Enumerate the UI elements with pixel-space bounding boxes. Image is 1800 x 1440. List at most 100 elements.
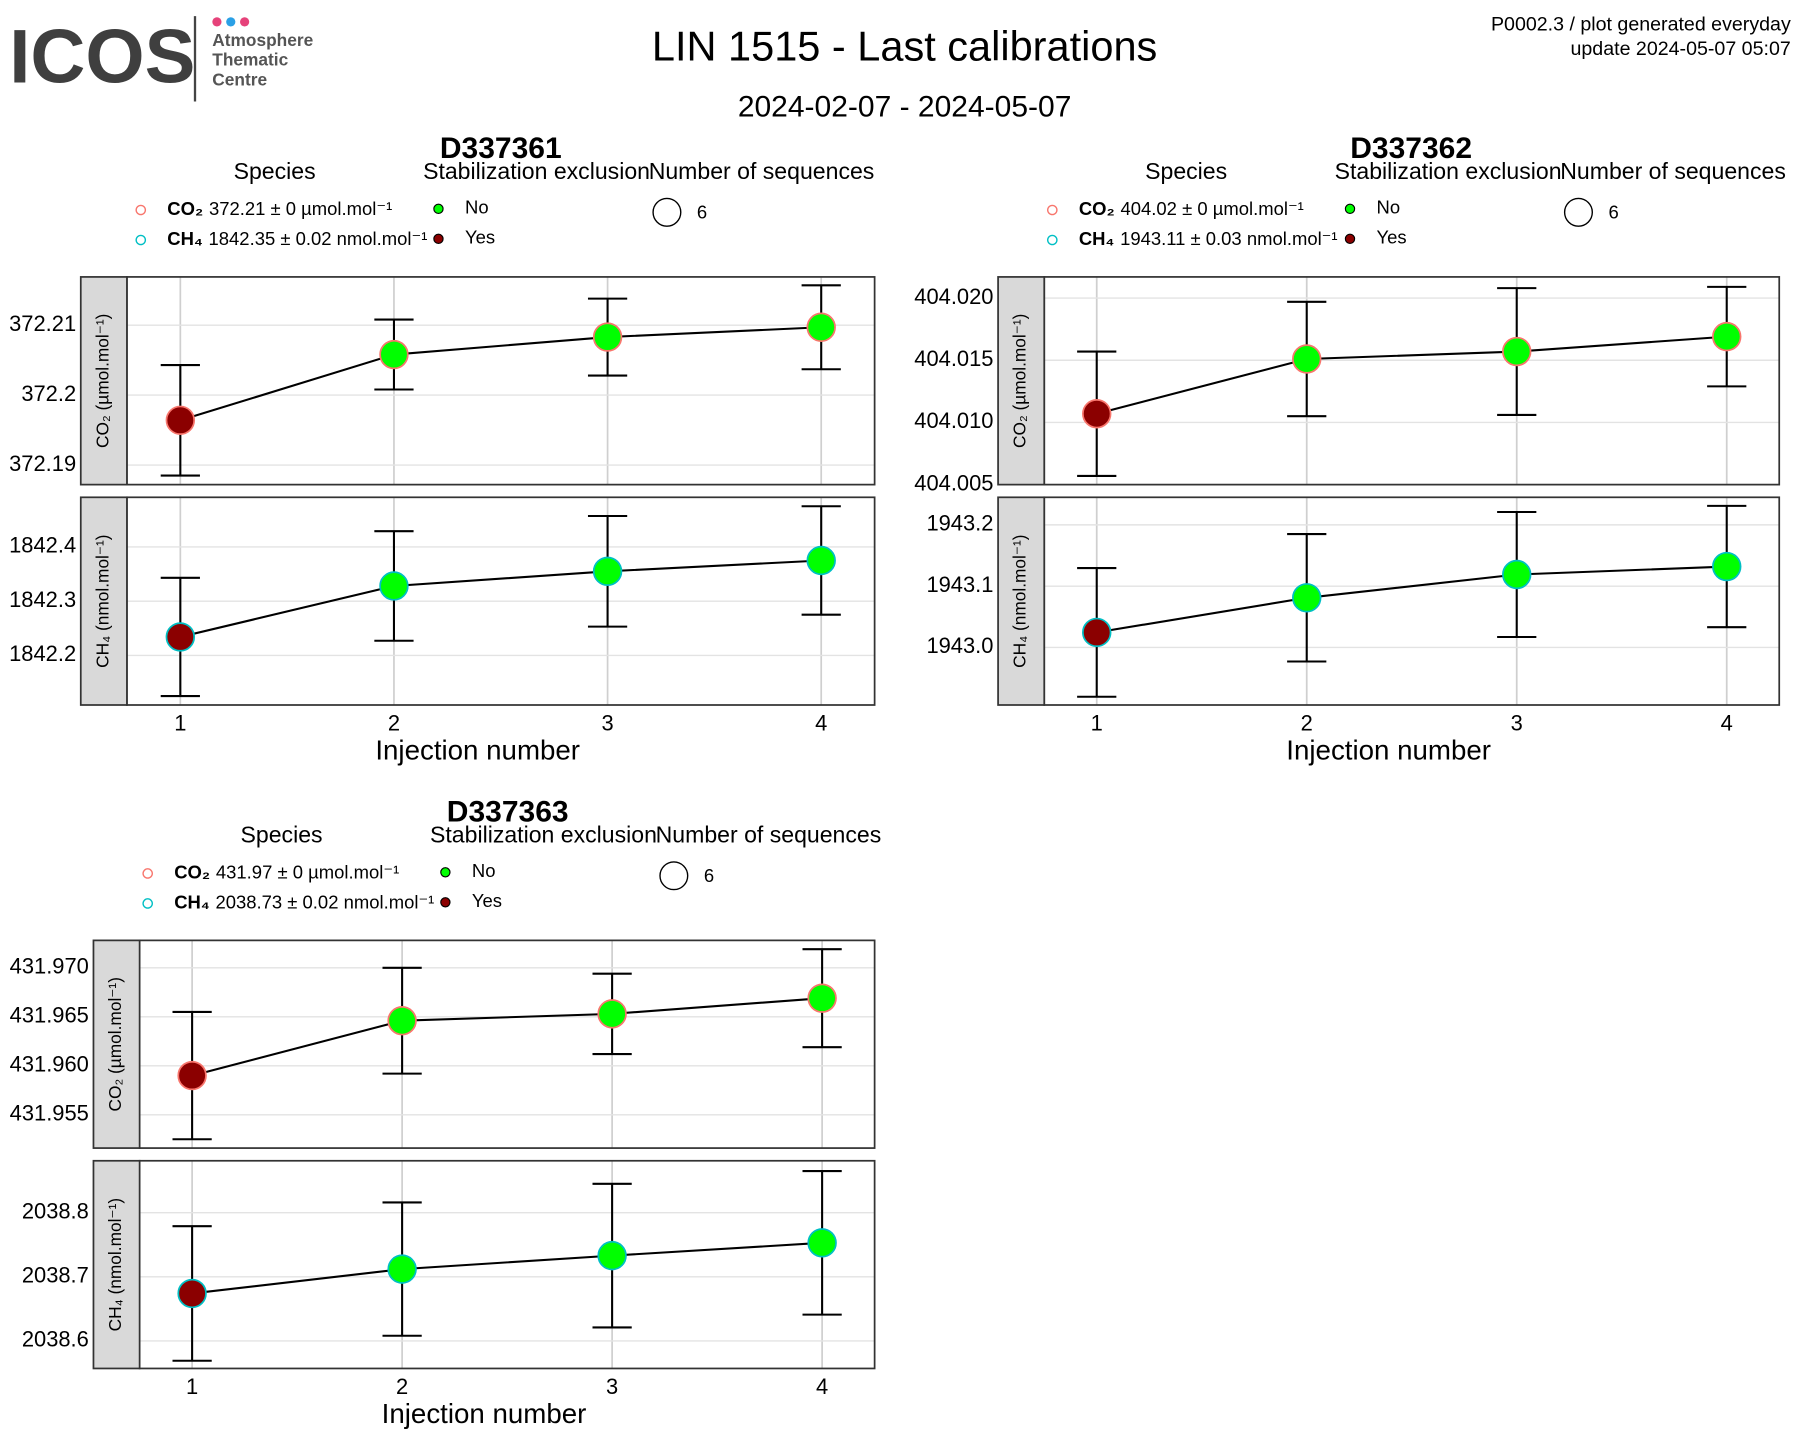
legend-species: CO₂ — [174, 861, 210, 882]
y-tick-label: 372.19 — [9, 451, 76, 476]
x-tick-label: 1 — [186, 1374, 198, 1399]
point — [807, 1228, 837, 1258]
x-tick-label: 2 — [396, 1374, 408, 1399]
x-axis-label: Injection number — [382, 1398, 587, 1429]
legend-label: 6 — [697, 201, 707, 222]
strip — [79, 496, 128, 706]
legend-label: 6 — [1608, 201, 1618, 222]
series-line — [191, 997, 823, 1077]
logo-dot — [226, 17, 236, 27]
point — [1712, 321, 1742, 352]
legend-species: CO₂ — [1079, 198, 1115, 219]
y-tick-label: 404.005 — [914, 470, 993, 495]
legend-key — [142, 898, 153, 909]
legend-key — [1046, 234, 1058, 246]
chart-title: D337361 — [440, 132, 562, 165]
x-tick-label: 2 — [1301, 710, 1313, 735]
strip — [997, 276, 1046, 486]
y-tick-label: 431.970 — [10, 954, 89, 979]
logo-org: Atmosphere — [212, 30, 313, 50]
legend-value: 1943.11 ± 0.03 nmol.mol⁻¹ — [1120, 228, 1338, 249]
x-axis-label: Injection number — [1286, 735, 1491, 766]
legend-title: Stabilization exclusion — [430, 822, 657, 848]
point — [806, 545, 836, 576]
legend-value: 2038.73 ± 0.02 nmol.mol⁻¹ — [215, 891, 434, 912]
point — [387, 1254, 417, 1284]
y-tick-label: 372.21 — [9, 311, 76, 336]
point — [1082, 399, 1112, 429]
point — [807, 983, 837, 1013]
strip-label: CO₂ (µmol.mol⁻¹) — [92, 314, 112, 448]
y-tick-label: 372.2 — [21, 381, 76, 406]
y-tick-label: 1943.0 — [926, 633, 993, 658]
logo-org: Centre — [212, 69, 267, 89]
y-tick-label: 1943.2 — [926, 511, 993, 536]
legend-key — [652, 197, 682, 227]
title: LIN 1515 - Last calibrations — [652, 23, 1157, 70]
y-tick-label: 2038.8 — [22, 1198, 89, 1223]
point — [597, 999, 627, 1029]
point — [379, 571, 409, 601]
subtitle: 2024-02-07 - 2024-05-07 — [738, 90, 1072, 123]
y-tick-label: 431.955 — [10, 1101, 89, 1126]
legend-key — [1344, 233, 1356, 245]
note: update 2024-05-07 05:07 — [1571, 38, 1791, 60]
series-line — [180, 326, 822, 422]
series-line — [1096, 335, 1727, 415]
logo-dot — [240, 17, 250, 27]
point — [165, 622, 196, 652]
legend-title: Stabilization exclusion — [1335, 158, 1562, 184]
point — [1502, 559, 1532, 590]
point — [1502, 336, 1532, 367]
point — [177, 1278, 207, 1309]
point — [806, 312, 836, 342]
legend-key — [440, 897, 451, 908]
x-tick-label: 1 — [1091, 710, 1103, 735]
legend-species: CH₄ — [174, 891, 209, 912]
note: P0002.3 / plot generated everyday — [1491, 14, 1791, 36]
strip — [92, 1159, 141, 1370]
y-tick-label: 1842.4 — [9, 533, 76, 558]
x-tick-label: 2 — [388, 710, 400, 735]
x-tick-label: 3 — [606, 1374, 618, 1399]
legend-label: CH₄ 1943.11 ± 0.03 nmol.mol⁻¹ — [1079, 228, 1338, 249]
point — [597, 1240, 627, 1271]
point — [1292, 344, 1322, 374]
point — [165, 405, 196, 435]
legend-label: 6 — [704, 865, 714, 886]
strip-label: CH₄ (nmol.mol⁻¹) — [92, 534, 112, 667]
panel-background — [1044, 276, 1780, 485]
series-line — [180, 559, 822, 638]
legend-key — [1046, 204, 1058, 216]
logo-org: Thematic — [212, 50, 288, 70]
strip-label: CH₄ (nmol.mol⁻¹) — [105, 1198, 125, 1331]
legend-key — [433, 233, 444, 245]
y-tick-label: 2038.7 — [22, 1263, 89, 1288]
legend-label: CH₄ 1842.35 ± 0.02 nmol.mol⁻¹ — [167, 228, 427, 249]
point — [1292, 583, 1322, 613]
point — [387, 1006, 417, 1036]
panel-background — [139, 1160, 875, 1369]
legend-key — [135, 204, 147, 216]
y-tick-label: 431.960 — [10, 1052, 89, 1077]
point — [592, 322, 623, 352]
legend-title: Stabilization exclusion — [423, 158, 650, 184]
legend-title: Number of sequences — [649, 158, 875, 184]
x-tick-label: 1 — [174, 710, 186, 735]
legend-title: Number of sequences — [656, 822, 882, 848]
x-tick-label: 3 — [601, 710, 613, 735]
y-tick-label: 404.010 — [914, 408, 993, 433]
legend-title: Number of sequences — [1560, 158, 1786, 184]
x-axis-label: Injection number — [375, 735, 580, 766]
legend-label: Yes — [472, 890, 502, 911]
logo: ICOS — [9, 14, 195, 99]
legend-label: CO₂ 431.97 ± 0 µmol.mol⁻¹ — [174, 861, 399, 882]
panel-background — [1044, 497, 1780, 705]
legend-key — [1563, 197, 1593, 227]
legend-species: CH₄ — [1079, 228, 1114, 249]
x-tick-label: 4 — [1721, 710, 1733, 735]
x-tick-label: 4 — [816, 1374, 828, 1399]
legend-label: Yes — [1377, 227, 1407, 248]
strip-label: CO₂ (µmol.mol⁻¹) — [1010, 314, 1030, 448]
